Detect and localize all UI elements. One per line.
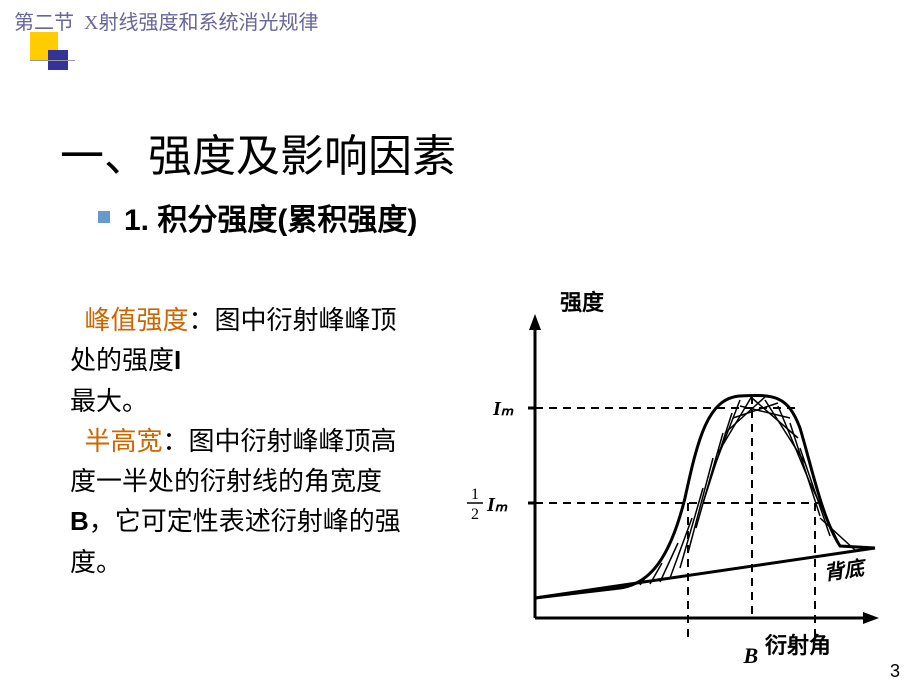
subtitle: 1. 积分强度(累积强度) [124, 195, 417, 239]
figure-svg: 强度衍射角 背底 Iₘ 1 2 Iₘ B [440, 278, 890, 668]
diffraction-peak-figure: 强度衍射角 背底 Iₘ 1 2 Iₘ B [440, 278, 890, 668]
svg-text:背底: 背底 [822, 556, 869, 585]
p1b: 最大。 [70, 386, 148, 416]
symbol-I: I [174, 345, 181, 375]
slide-header: 第二节 X射线强度和系统消光规律 [14, 6, 318, 35]
svg-text:Iₘ: Iₘ [486, 494, 508, 516]
svg-text:Iₘ: Iₘ [492, 398, 514, 420]
header-title: X射线强度和系统消光规律 [84, 12, 318, 34]
svg-text:1: 1 [471, 486, 479, 503]
symbol-B: B [70, 506, 89, 536]
bullet-icon [98, 211, 110, 223]
p2b: ，它可定性表述衍射峰的强度。 [70, 506, 401, 576]
svg-text:强度: 强度 [560, 290, 605, 315]
subtitle-row: 1. 积分强度(累积强度) [98, 195, 417, 239]
section-label: 第二节 [14, 12, 74, 34]
svg-text:衍射角: 衍射角 [765, 633, 831, 658]
svg-text:2: 2 [471, 506, 479, 523]
svg-text:B: B [743, 643, 759, 668]
peak-intensity-term: 峰值强度 [84, 305, 188, 335]
body-text: 峰值强度：图中衍射峰峰顶处的强度I最大。 半高宽：图中衍射峰峰顶高度一半处的衍射… [70, 300, 420, 582]
main-title: 一、强度及影响因素 [60, 120, 456, 184]
fwhm-term: 半高宽 [84, 426, 162, 456]
deco-line [30, 60, 75, 61]
page-number: 3 [890, 661, 900, 682]
